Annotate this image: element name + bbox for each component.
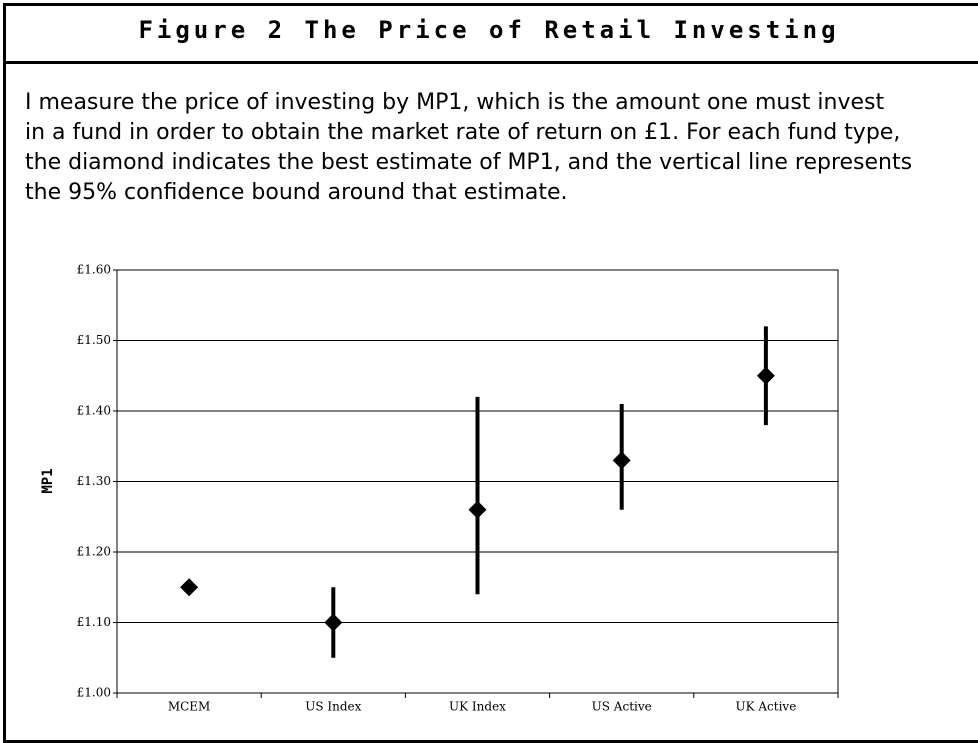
x-tick-label: MCEM	[168, 700, 211, 714]
estimate-diamond	[180, 578, 199, 597]
estimate-diamond	[324, 613, 343, 632]
x-tick-label: UK Active	[735, 700, 796, 714]
y-tick-label: £1.10	[77, 615, 111, 629]
description-line: in a fund in order to obtain the market …	[25, 120, 901, 145]
description-line: the diamond indicates the best estimate …	[25, 150, 913, 175]
y-tick-label: £1.40	[77, 404, 111, 418]
x-tick-label: US Active	[592, 700, 652, 714]
x-tick-label: US Index	[305, 700, 361, 714]
description-line: I measure the price of investing by MP1,…	[25, 90, 885, 115]
y-tick-label: £1.50	[77, 333, 111, 347]
description: I measure the price of investing by MP1,…	[25, 88, 978, 208]
y-tick-label: £1.30	[77, 474, 111, 488]
description-line: the 95% confidence bound around that est…	[25, 180, 568, 205]
estimate-diamond	[756, 366, 775, 385]
title-rule	[3, 61, 978, 64]
figure-title: Figure 2 The Price of Retail Investing	[138, 16, 840, 44]
x-tick-label: UK Index	[449, 700, 506, 714]
y-axis-label: MP1	[40, 468, 56, 493]
y-tick-label: £1.20	[77, 545, 111, 559]
estimate-diamond	[468, 500, 487, 519]
y-tick-label: £1.60	[77, 263, 111, 277]
estimate-diamond	[612, 451, 631, 470]
y-tick-label: £1.00	[77, 686, 111, 700]
